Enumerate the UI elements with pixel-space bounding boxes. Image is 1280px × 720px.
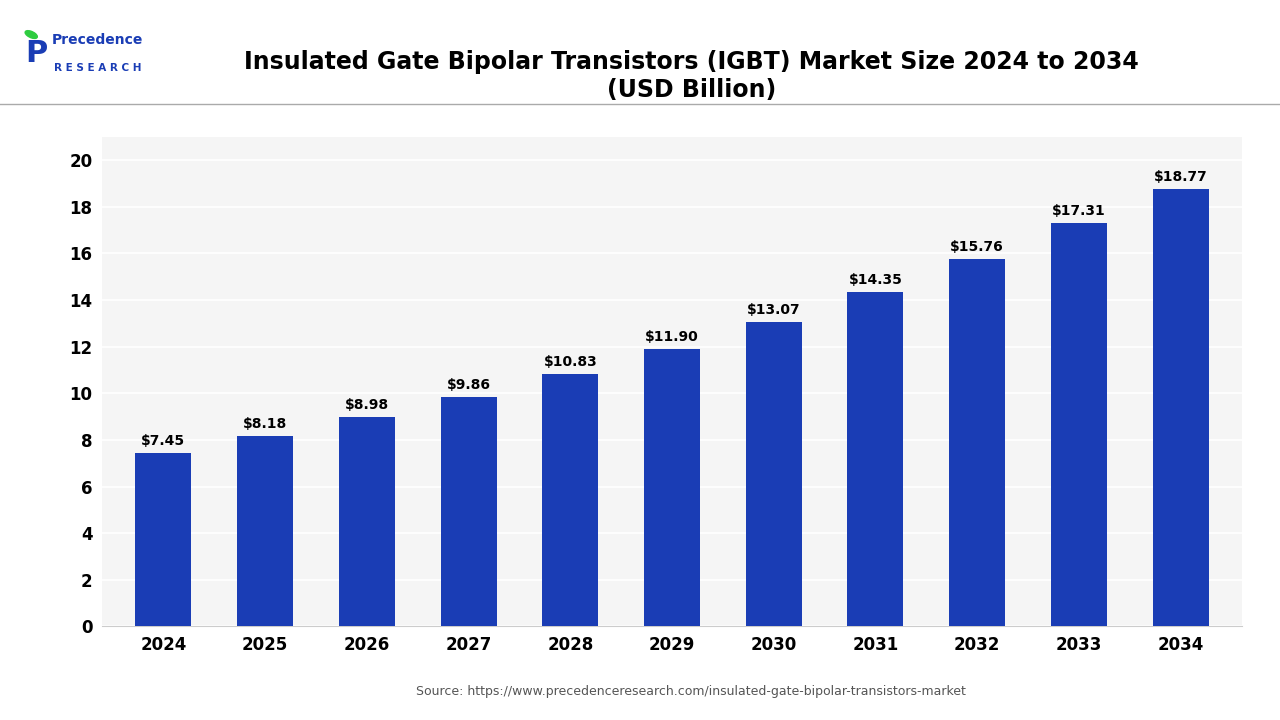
Text: Source: https://www.precedenceresearch.com/insulated-gate-bipolar-transistors-ma: Source: https://www.precedenceresearch.c… xyxy=(416,685,966,698)
Text: $14.35: $14.35 xyxy=(849,273,902,287)
Text: $8.98: $8.98 xyxy=(344,398,389,413)
Bar xyxy=(339,417,394,626)
Bar xyxy=(440,397,497,626)
Bar xyxy=(543,374,598,626)
Bar xyxy=(1051,222,1107,626)
Bar xyxy=(136,453,192,626)
Ellipse shape xyxy=(26,31,37,38)
Text: $9.86: $9.86 xyxy=(447,378,490,392)
Text: Insulated Gate Bipolar Transistors (IGBT) Market Size 2024 to 2034
(USD Billion): Insulated Gate Bipolar Transistors (IGBT… xyxy=(243,50,1139,102)
Text: $10.83: $10.83 xyxy=(544,355,598,369)
Bar xyxy=(847,292,904,626)
Text: $15.76: $15.76 xyxy=(950,240,1004,254)
Bar xyxy=(1152,189,1208,626)
Text: $17.31: $17.31 xyxy=(1052,204,1106,218)
Text: $8.18: $8.18 xyxy=(243,417,287,431)
Bar xyxy=(237,436,293,626)
Text: $11.90: $11.90 xyxy=(645,330,699,344)
Bar xyxy=(746,322,801,626)
Bar xyxy=(950,259,1005,626)
Text: $18.77: $18.77 xyxy=(1153,170,1207,184)
Text: Precedence: Precedence xyxy=(51,32,143,47)
Text: P: P xyxy=(26,40,47,68)
Text: R E S E A R C H: R E S E A R C H xyxy=(54,63,141,73)
Bar xyxy=(644,349,700,626)
Text: $13.07: $13.07 xyxy=(748,303,800,317)
Text: $7.45: $7.45 xyxy=(141,434,186,448)
